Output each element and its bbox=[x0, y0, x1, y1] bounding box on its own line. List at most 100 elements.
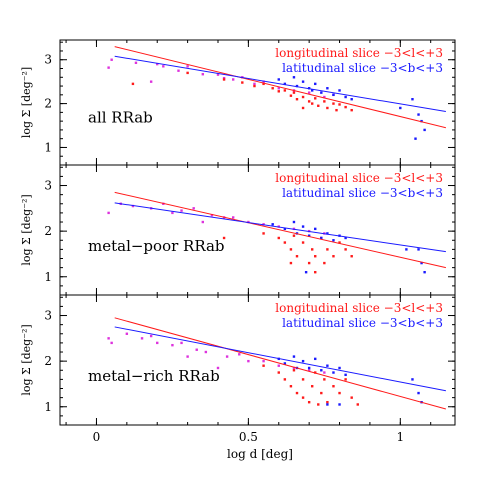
overlap-point bbox=[149, 334, 153, 338]
longitudinal-point bbox=[344, 378, 347, 381]
x-axis-label: log d [deg] bbox=[227, 447, 293, 461]
longitudinal-point bbox=[131, 82, 135, 86]
y-tick-label: 2 bbox=[44, 97, 52, 111]
overlap-point bbox=[162, 65, 165, 68]
overlap-point bbox=[216, 366, 220, 370]
overlap-point bbox=[180, 209, 183, 212]
latitudinal-point bbox=[326, 364, 329, 367]
longitudinal-point bbox=[332, 102, 335, 105]
latitudinal-point bbox=[417, 248, 420, 251]
overlap-point bbox=[134, 61, 138, 65]
panel-label: all RRab bbox=[88, 109, 153, 127]
overlap-point bbox=[140, 337, 144, 340]
longitudinal-point bbox=[356, 403, 359, 406]
latitudinal-point bbox=[310, 89, 314, 92]
overlap-point bbox=[107, 337, 110, 340]
overlap-point bbox=[192, 207, 195, 210]
latitudinal-point bbox=[301, 80, 305, 83]
overlap-point bbox=[292, 366, 296, 370]
longitudinal-point bbox=[338, 391, 341, 395]
longitudinal-point bbox=[253, 84, 256, 88]
longitudinal-point bbox=[314, 97, 317, 100]
latitudinal-point bbox=[414, 137, 417, 140]
longitudinal-point bbox=[186, 71, 189, 75]
legend-entry: latitudinal slice −3<b<+3 bbox=[282, 61, 443, 75]
longitudinal-point bbox=[314, 255, 317, 258]
longitudinal-point bbox=[301, 95, 305, 99]
latitudinal-point bbox=[411, 98, 414, 101]
latitudinal-fit-line bbox=[114, 326, 446, 392]
y-axis-label: log Σ [deg⁻²] bbox=[20, 67, 33, 138]
longitudinal-point bbox=[326, 400, 329, 404]
overlap-point bbox=[149, 80, 153, 83]
latitudinal-point bbox=[320, 369, 323, 372]
overlap-point bbox=[171, 343, 174, 347]
y-tick-label: 3 bbox=[44, 53, 52, 67]
overlap-point bbox=[110, 58, 113, 61]
overlap-point bbox=[247, 220, 250, 224]
longitudinal-point bbox=[310, 248, 314, 251]
latitudinal-point bbox=[326, 87, 329, 90]
overlap-point bbox=[307, 369, 311, 372]
latitudinal-point bbox=[405, 248, 408, 251]
panel-2: 1 2 3 log Σ [deg⁻²] longitudinal slice −3<l<… bbox=[20, 164, 456, 296]
panel-1: 1 2 3 log Σ [deg⁻²] longitudinal slice −3<l<… bbox=[20, 39, 456, 166]
longitudinal-point bbox=[262, 364, 265, 367]
overlap-point bbox=[186, 355, 189, 358]
longitudinal-point bbox=[283, 89, 287, 92]
latitudinal-point bbox=[295, 84, 299, 88]
overlap-point bbox=[323, 371, 326, 374]
latitudinal-point bbox=[314, 227, 317, 231]
longitudinal-point bbox=[241, 81, 244, 84]
x-tick-label: 1 bbox=[396, 430, 404, 444]
y-tick-label: 3 bbox=[44, 309, 52, 323]
longitudinal-point bbox=[310, 102, 314, 105]
longitudinal-point bbox=[323, 378, 326, 381]
latitudinal-fit-line bbox=[114, 55, 446, 112]
latitudinal-point bbox=[332, 93, 335, 97]
overlap-point bbox=[177, 69, 180, 72]
panel-frame bbox=[59, 294, 456, 426]
longitudinal-point bbox=[277, 90, 280, 93]
longitudinal-point bbox=[289, 248, 293, 251]
overlap-point bbox=[156, 62, 159, 66]
x-tick-label: 0.5 bbox=[239, 430, 258, 444]
longitudinal-point bbox=[338, 103, 341, 106]
overlap-point bbox=[238, 353, 241, 356]
latitudinal-point bbox=[411, 378, 414, 381]
latitudinal-point bbox=[338, 403, 341, 406]
overlap-point bbox=[204, 350, 208, 354]
overlap-point bbox=[225, 355, 229, 358]
legend-entry: longitudinal slice −3<l<+3 bbox=[275, 171, 443, 185]
longitudinal-point bbox=[277, 371, 280, 374]
overlap-point bbox=[201, 73, 205, 76]
longitudinal-point bbox=[323, 100, 326, 103]
longitudinal-point bbox=[301, 106, 305, 110]
longitudinal-point bbox=[335, 108, 338, 112]
latitudinal-point bbox=[326, 232, 329, 235]
longitudinal-point bbox=[289, 261, 293, 265]
y-axis-label: log Σ [deg⁻²] bbox=[20, 324, 33, 395]
longitudinal-point bbox=[317, 403, 320, 406]
longitudinal-point bbox=[292, 369, 296, 372]
latitudinal-point bbox=[344, 236, 347, 240]
latitudinal-point bbox=[292, 220, 296, 224]
longitudinal-point bbox=[344, 105, 347, 109]
longitudinal-point bbox=[222, 78, 226, 81]
latitudinal-point bbox=[399, 106, 402, 110]
overlap-point bbox=[222, 76, 226, 80]
longitudinal-point bbox=[277, 236, 280, 240]
overlap-point bbox=[107, 66, 110, 69]
latitudinal-point bbox=[332, 239, 335, 242]
longitudinal-point bbox=[332, 385, 335, 388]
overlap-point bbox=[195, 348, 198, 351]
overlap-point bbox=[231, 78, 235, 81]
longitudinal-point bbox=[301, 396, 305, 399]
latitudinal-point bbox=[338, 366, 341, 370]
longitudinal-point bbox=[222, 236, 226, 240]
latitudinal-point bbox=[320, 91, 323, 94]
overlap-point bbox=[277, 87, 280, 90]
overlap-point bbox=[107, 211, 110, 215]
overlap-point bbox=[247, 359, 250, 363]
